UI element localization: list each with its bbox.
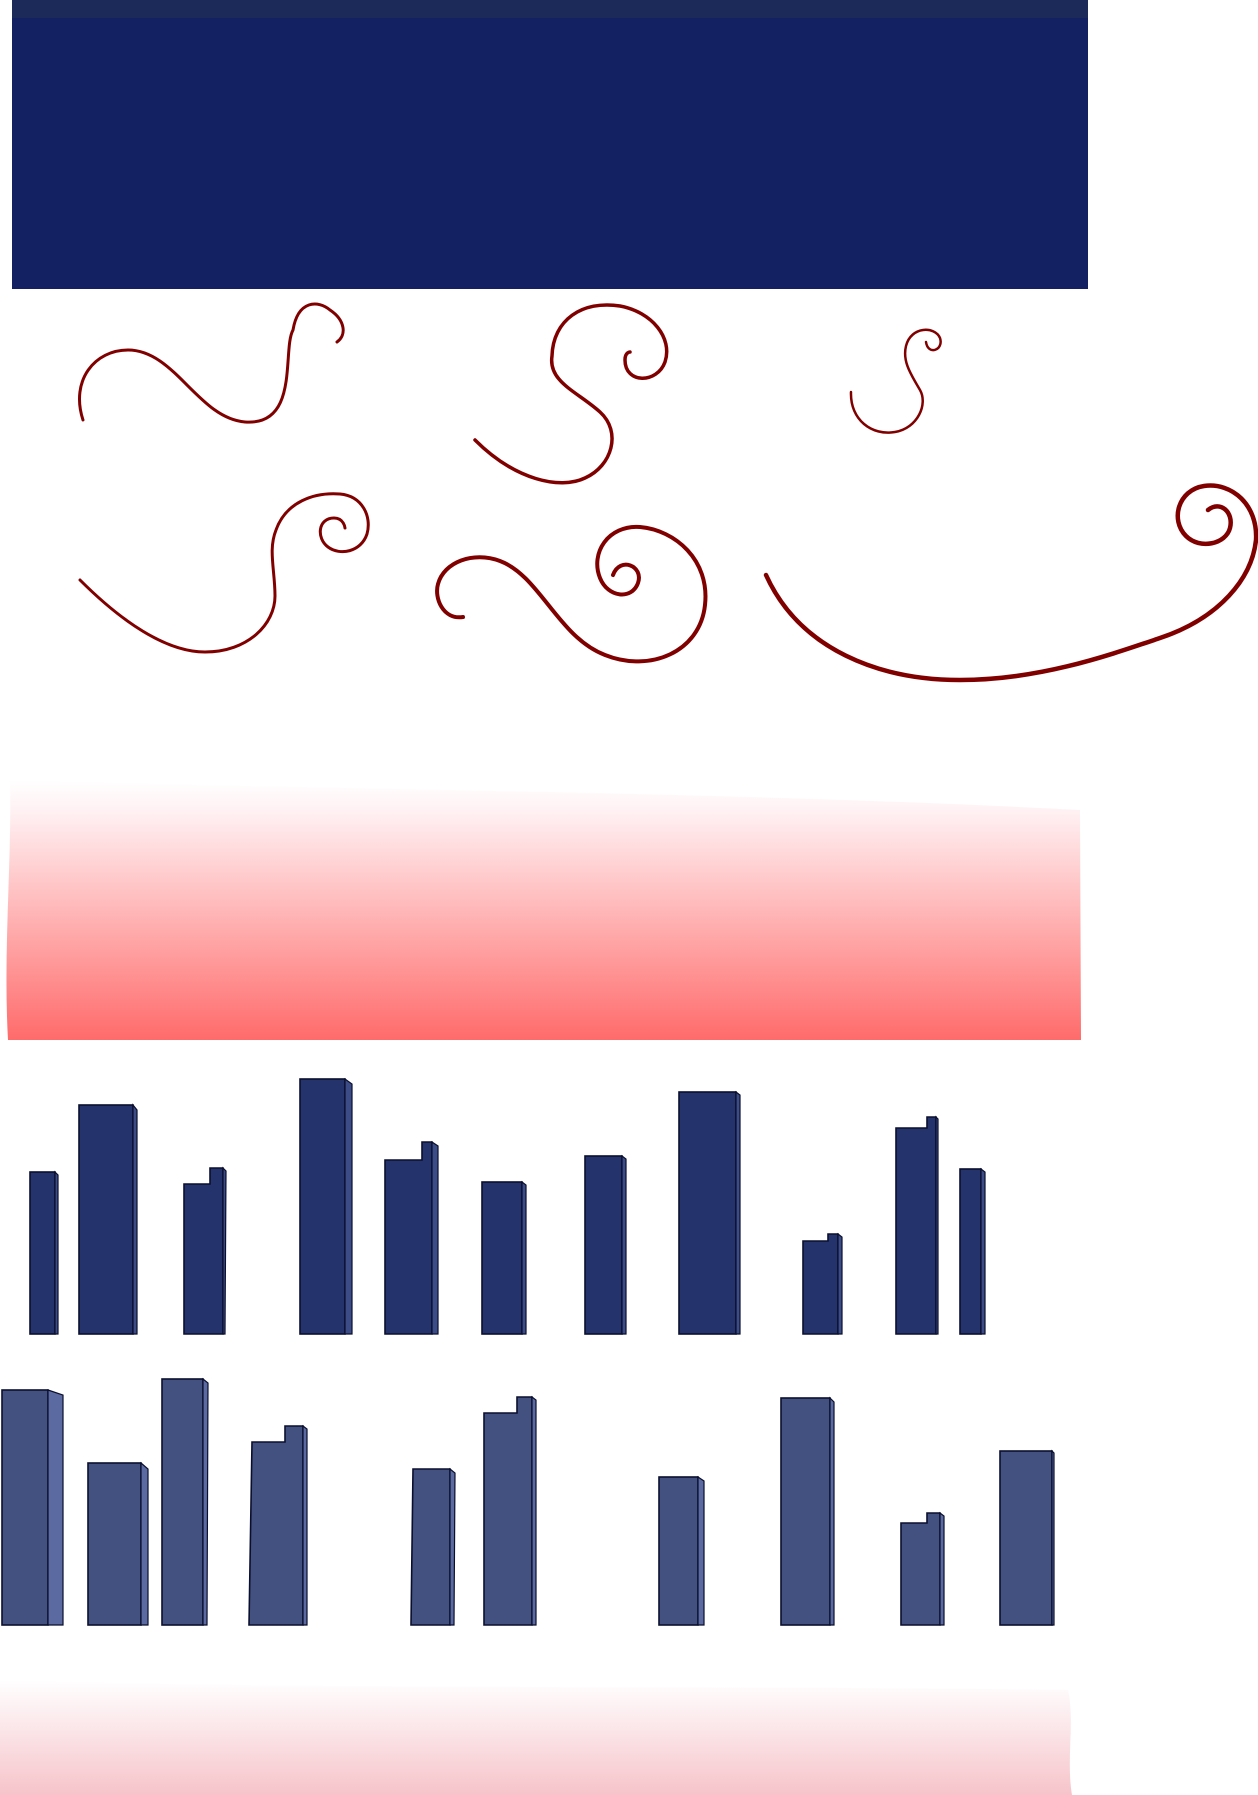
bar <box>1 1389 64 1626</box>
bar <box>384 1140 439 1335</box>
bar <box>658 1475 705 1626</box>
bar <box>895 1115 939 1335</box>
skyline-row-1 <box>29 1077 986 1335</box>
bar <box>248 1424 308 1626</box>
bar <box>87 1461 149 1626</box>
top-banner-strip <box>12 0 1088 18</box>
fade-band-light <box>0 1680 1072 1795</box>
swirl-ornament-3 <box>849 328 942 434</box>
bar <box>584 1154 627 1335</box>
bar <box>959 1167 986 1335</box>
bar <box>299 1077 353 1335</box>
swirl-ornament-5 <box>435 524 708 664</box>
fade-band-strong <box>6 780 1081 1040</box>
skyline-row-2 <box>1 1377 1055 1626</box>
bar <box>481 1180 527 1335</box>
bar <box>29 1170 59 1335</box>
swirl-ornament-4 <box>78 492 370 654</box>
bar <box>999 1449 1055 1626</box>
bar <box>678 1090 741 1335</box>
bar <box>483 1395 537 1626</box>
swirl-ornament-6 <box>763 483 1258 683</box>
swirl-ornament-2 <box>473 303 669 485</box>
bar <box>78 1103 138 1335</box>
bar <box>802 1232 843 1335</box>
swirl-group <box>78 302 1258 683</box>
swirl-ornament-1 <box>78 302 345 424</box>
bar <box>780 1396 835 1626</box>
bar <box>161 1377 209 1626</box>
bar <box>900 1511 945 1626</box>
bar <box>410 1467 456 1626</box>
bar <box>183 1166 227 1335</box>
top-banner <box>12 0 1088 289</box>
